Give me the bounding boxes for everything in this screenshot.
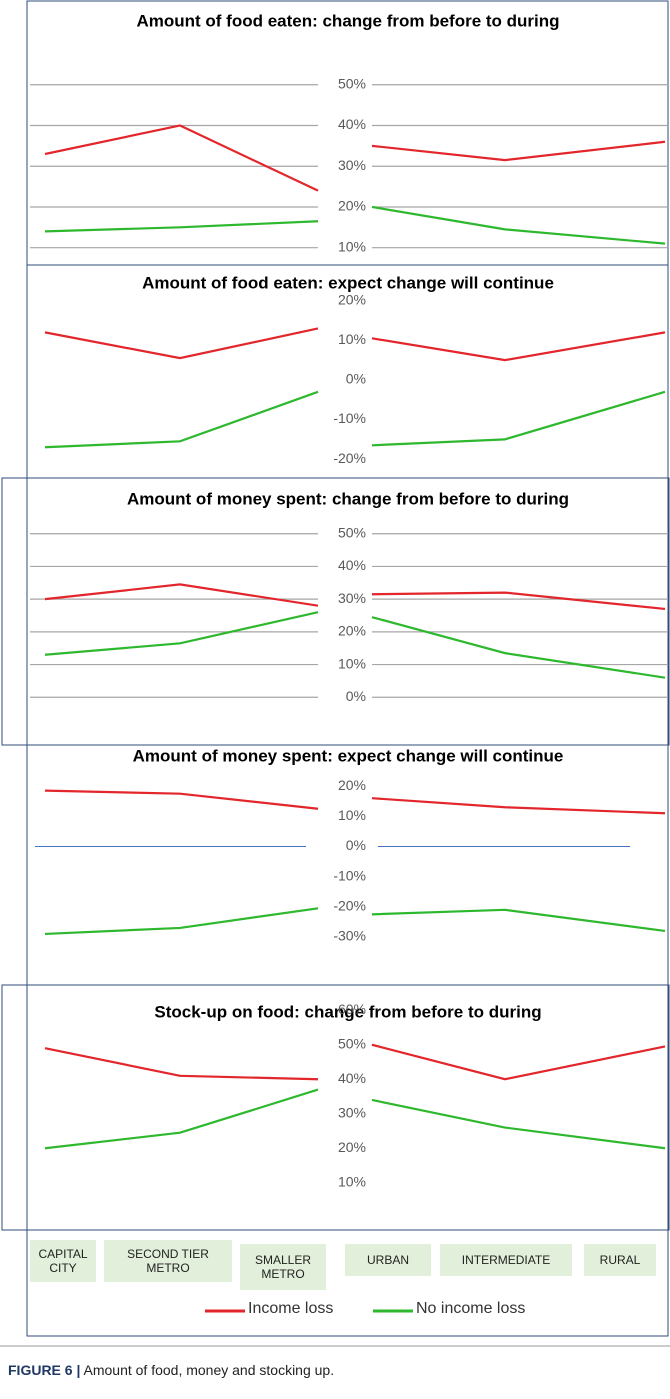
series-line <box>371 205 666 245</box>
y-tick-label: -10% <box>333 410 366 426</box>
y-tick-label: -10% <box>333 867 366 883</box>
y-tick-label: 20% <box>338 1139 366 1155</box>
panel-frame <box>1 984 670 1231</box>
y-tick-label: 20% <box>338 291 366 307</box>
chart-title: Amount of money spent: expect change wil… <box>133 746 564 765</box>
y-tick-label: 10% <box>338 331 366 347</box>
category-label: INTERMEDIATE <box>440 1244 572 1276</box>
y-tick-label: 10% <box>338 1173 366 1189</box>
series-line <box>44 611 319 656</box>
series-line <box>371 1098 666 1150</box>
chart-title: Stock-up on food: change from before to … <box>154 1002 541 1021</box>
y-tick-label: 20% <box>338 623 366 639</box>
y-tick-label: 50% <box>338 1035 366 1051</box>
y-tick-label: 10% <box>338 238 366 254</box>
series-line <box>371 331 666 362</box>
series-line <box>44 1047 319 1081</box>
y-tick-label: 30% <box>338 590 366 606</box>
legend-label: No income loss <box>416 1300 526 1317</box>
panel-frame <box>26 0 669 266</box>
y-tick-label: -20% <box>333 450 366 466</box>
chart-title: Amount of food eaten: expect change will… <box>142 273 554 292</box>
series-line <box>371 616 666 679</box>
y-tick-label: 0% <box>346 371 366 387</box>
y-tick-label: 50% <box>338 524 366 540</box>
y-tick-label: -30% <box>333 928 366 944</box>
y-tick-label: 10% <box>338 807 366 823</box>
category-label: SMALLER METRO <box>240 1244 326 1290</box>
panel-frame <box>1 477 670 746</box>
category-label: RURAL <box>584 1244 656 1276</box>
y-tick-label: 30% <box>338 1104 366 1120</box>
y-tick-label: 40% <box>338 116 366 132</box>
y-tick-label: 60% <box>338 1001 366 1017</box>
series-line <box>44 907 319 936</box>
y-tick-label: 50% <box>338 75 366 91</box>
y-tick-label: 10% <box>338 655 366 671</box>
series-line <box>44 789 319 810</box>
y-tick-label: -20% <box>333 898 366 914</box>
series-line <box>44 583 319 607</box>
caption: FIGURE 6 | Amount of food, money and sto… <box>8 1362 334 1378</box>
series-line <box>371 591 666 611</box>
series-line <box>44 327 319 360</box>
caption-text: Amount of food, money and stocking up. <box>83 1362 335 1378</box>
series-line <box>371 797 666 815</box>
legend-label: Income loss <box>248 1300 334 1317</box>
y-tick-label: 20% <box>338 198 366 214</box>
series-line <box>371 140 666 162</box>
y-tick-label: 40% <box>338 557 366 573</box>
category-label: CAPITAL CITY <box>30 1240 96 1282</box>
y-tick-label: 30% <box>338 157 366 173</box>
series-line <box>44 124 319 192</box>
y-tick-label: 40% <box>338 1070 366 1086</box>
chart-title: Amount of food eaten: change from before… <box>136 11 559 30</box>
series-line <box>371 1043 666 1081</box>
series-line <box>371 908 666 933</box>
series-line <box>44 1088 319 1150</box>
caption-label: FIGURE 6 | <box>8 1362 81 1378</box>
y-tick-label: 20% <box>338 777 366 793</box>
series-line <box>44 220 319 233</box>
y-tick-label: 0% <box>346 688 366 704</box>
chart-title: Amount of money spent: change from befor… <box>127 489 569 508</box>
y-tick-label: 0% <box>346 837 366 853</box>
category-label: URBAN <box>345 1244 431 1276</box>
series-line <box>44 390 319 449</box>
series-line <box>371 390 666 447</box>
category-label: SECOND TIER METRO <box>104 1240 232 1282</box>
